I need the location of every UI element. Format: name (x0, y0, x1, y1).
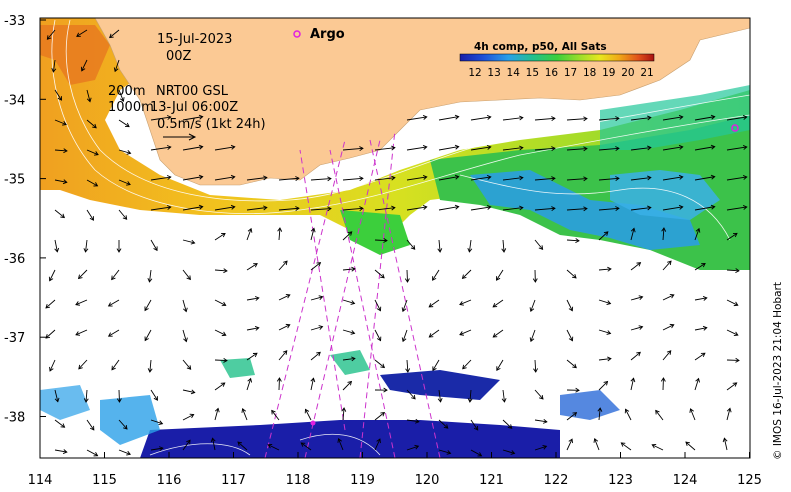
imos-credit: © IMOS 16-Jul-2023 21:04 Hobart (772, 282, 784, 460)
lon-tick-label: 116 (157, 473, 182, 488)
depth-label-1000m: 1000m (108, 100, 154, 115)
date-label: 15-Jul-2023 (157, 32, 232, 47)
lon-tick-label: 124 (673, 473, 698, 488)
colorbar-tick-label: 17 (564, 67, 577, 79)
colorbar-tick-label: 12 (468, 67, 481, 79)
scale-arrow (163, 133, 197, 141)
argo-float-marker (310, 420, 316, 426)
colorbar-tick-label: 15 (526, 67, 539, 79)
argo-legend-icon (293, 30, 301, 38)
lon-tick-label: 118 (286, 473, 311, 488)
colorbar-tick-label: 21 (640, 67, 653, 79)
lon-tick-label: 115 (92, 473, 117, 488)
lon-tick-label: 123 (608, 473, 633, 488)
lon-tick-label: 114 (28, 473, 53, 488)
colorbar: 4h comp, p50, All Sats 12 13 14 15 16 17 18 19 2… (459, 41, 655, 79)
depth-label-200m: 200m (108, 84, 145, 99)
hour-label: 00Z (166, 49, 192, 64)
colorbar-tick-label: 19 (602, 67, 615, 79)
colorbar-tick-label: 13 (487, 67, 500, 79)
colorbar-tick-label: 14 (507, 67, 521, 79)
product-label: NRT00 GSL (156, 84, 229, 99)
lat-tick-label: -37 (4, 331, 25, 346)
latitude-axis: -33 -34 -35 -36 -37 -38 (4, 14, 46, 426)
lon-tick-label: 125 (737, 473, 762, 488)
bathymetry-contours (51, 19, 750, 456)
lon-tick-label: 122 (544, 473, 569, 488)
product-time-label: 13-Jul 06:00Z (150, 100, 238, 115)
lat-tick-label: -33 (4, 14, 25, 29)
colorbar-tick-label: 18 (583, 67, 596, 79)
scale-label: 0.5m/s (1kt 24h) (157, 117, 266, 132)
longitude-axis: 114 115 116 117 118 119 120 121 122 123 124 125 (28, 452, 762, 488)
lat-tick-label: -35 (4, 173, 25, 188)
argo-tracks (264, 129, 441, 458)
lat-tick-label: -36 (4, 252, 25, 267)
argo-legend-label: Argo (310, 27, 345, 42)
lat-tick-label: -34 (4, 93, 25, 108)
lon-tick-label: 119 (350, 473, 375, 488)
colorbar-tick-label: 16 (545, 67, 559, 79)
map-data-area (40, 18, 750, 458)
lon-tick-label: 120 (415, 473, 440, 488)
lon-tick-label: 121 (479, 473, 504, 488)
current-vectors (45, 29, 748, 457)
colorbar-tick-label: 20 (621, 67, 634, 79)
lon-tick-label: 117 (221, 473, 246, 488)
lat-tick-label: -38 (4, 411, 25, 426)
colorbar-title: 4h comp, p50, All Sats (474, 41, 607, 53)
argo-float-marker (731, 124, 739, 132)
